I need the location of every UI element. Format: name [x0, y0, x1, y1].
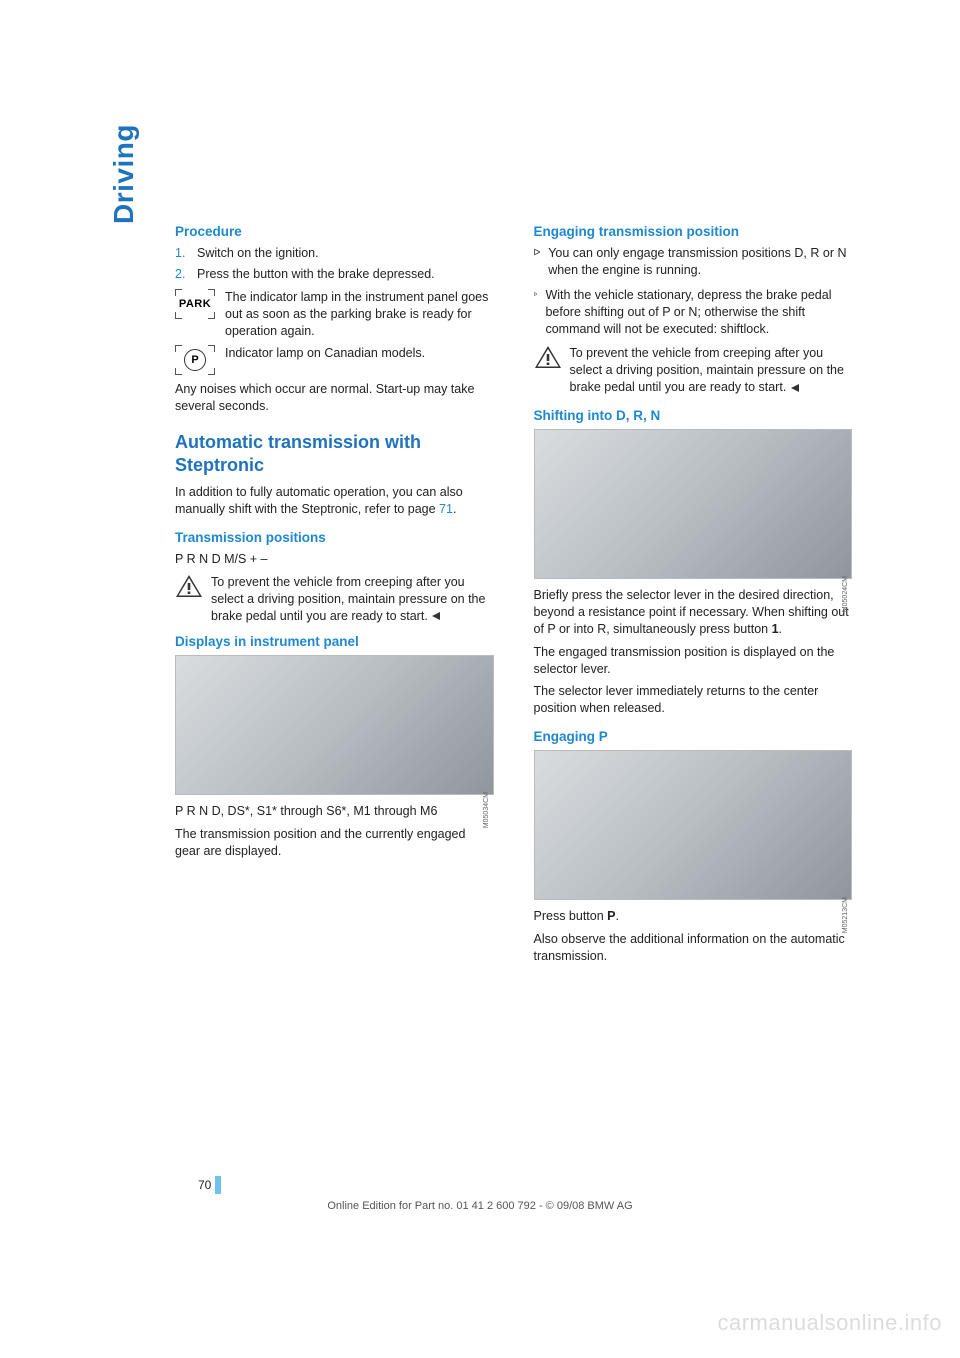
- heading-auto-transmission: Automatic transmission with Steptronic: [175, 431, 494, 476]
- heading-shifting: Shifting into D, R, N: [534, 408, 853, 423]
- side-tab-driving: Driving: [108, 124, 140, 224]
- footer-copyright: Online Edition for Part no. 01 41 2 600 …: [0, 1200, 960, 1212]
- park-icon: PARK: [175, 289, 215, 319]
- page-number: 70: [198, 1178, 211, 1192]
- step-text: Press the button with the brake depresse…: [197, 266, 435, 283]
- step-number: 1.: [175, 245, 189, 262]
- watermark: carmanualsonline.info: [717, 1310, 942, 1336]
- right-column: Engaging transmission position You can o…: [534, 224, 853, 971]
- list-item: You can only engage transmission positio…: [534, 245, 853, 279]
- manual-page: Driving Procedure 1. Switch on the ignit…: [0, 0, 960, 1358]
- warning-block: To prevent the vehicle from creeping aft…: [175, 574, 494, 625]
- heading-displays: Displays in instrument panel: [175, 634, 494, 649]
- engp-p2: Also observe the additional information …: [534, 931, 853, 965]
- displays-caption: P R N D, DS*, S1* through S6*, M1 throug…: [175, 803, 494, 820]
- displays-desc: The transmission position and the curren…: [175, 826, 494, 860]
- left-column: Procedure 1. Switch on the ignition. 2. …: [175, 224, 494, 971]
- content-columns: Procedure 1. Switch on the ignition. 2. …: [175, 224, 852, 971]
- park-indicator-row: PARK The indicator lamp in the instrumen…: [175, 289, 494, 340]
- page-marker: [215, 1176, 221, 1194]
- canadian-indicator-row: P Indicator lamp on Canadian models.: [175, 345, 494, 375]
- canadian-description: Indicator lamp on Canadian models.: [225, 345, 425, 362]
- heading-engaging-position: Engaging transmission position: [534, 224, 853, 239]
- step-text: Switch on the ignition.: [197, 245, 319, 262]
- list-item: With the vehicle stationary, depress the…: [534, 287, 853, 338]
- instrument-panel-image: M05034CM: [175, 655, 494, 795]
- warning-text: To prevent the vehicle from creeping aft…: [570, 345, 853, 396]
- bullet-icon: [534, 289, 538, 299]
- shift-p2: The engaged transmission position is dis…: [534, 644, 853, 678]
- auto-intro: In addition to fully automatic operation…: [175, 484, 494, 518]
- procedure-step: 1. Switch on the ignition.: [175, 245, 494, 262]
- heading-transmission-positions: Transmission positions: [175, 530, 494, 545]
- step-number: 2.: [175, 266, 189, 283]
- park-description: The indicator lamp in the instrument pan…: [225, 289, 494, 340]
- noise-note: Any noises which occur are normal. Start…: [175, 381, 494, 415]
- positions-line: P R N D M/S + –: [175, 551, 494, 568]
- shift-p3: The selector lever immediately returns t…: [534, 683, 853, 717]
- shift-p1: Briefly press the selector lever in the …: [534, 587, 853, 638]
- procedure-list: 1. Switch on the ignition. 2. Press the …: [175, 245, 494, 283]
- page-link-71[interactable]: 71: [439, 502, 453, 516]
- page-footer: 70 Online Edition for Part no. 01 41 2 6…: [0, 1176, 960, 1212]
- procedure-step: 2. Press the button with the brake depre…: [175, 266, 494, 283]
- engage-bullets: You can only engage transmission positio…: [534, 245, 853, 337]
- warning-icon: [175, 574, 203, 598]
- end-marker-icon: [790, 383, 800, 393]
- heading-procedure: Procedure: [175, 224, 494, 239]
- bullet-icon: [534, 247, 541, 257]
- warning-text: To prevent the vehicle from creeping aft…: [211, 574, 494, 625]
- p-button-image: M05213CM: [534, 750, 853, 900]
- warning-block: To prevent the vehicle from creeping aft…: [534, 345, 853, 396]
- p-circle-icon: P: [175, 345, 215, 375]
- heading-engaging-p: Engaging P: [534, 729, 853, 744]
- end-marker-icon: [431, 611, 441, 621]
- engp-p1: Press button P.: [534, 908, 853, 925]
- selector-lever-image: M05024CM: [534, 429, 853, 579]
- warning-icon: [534, 345, 562, 369]
